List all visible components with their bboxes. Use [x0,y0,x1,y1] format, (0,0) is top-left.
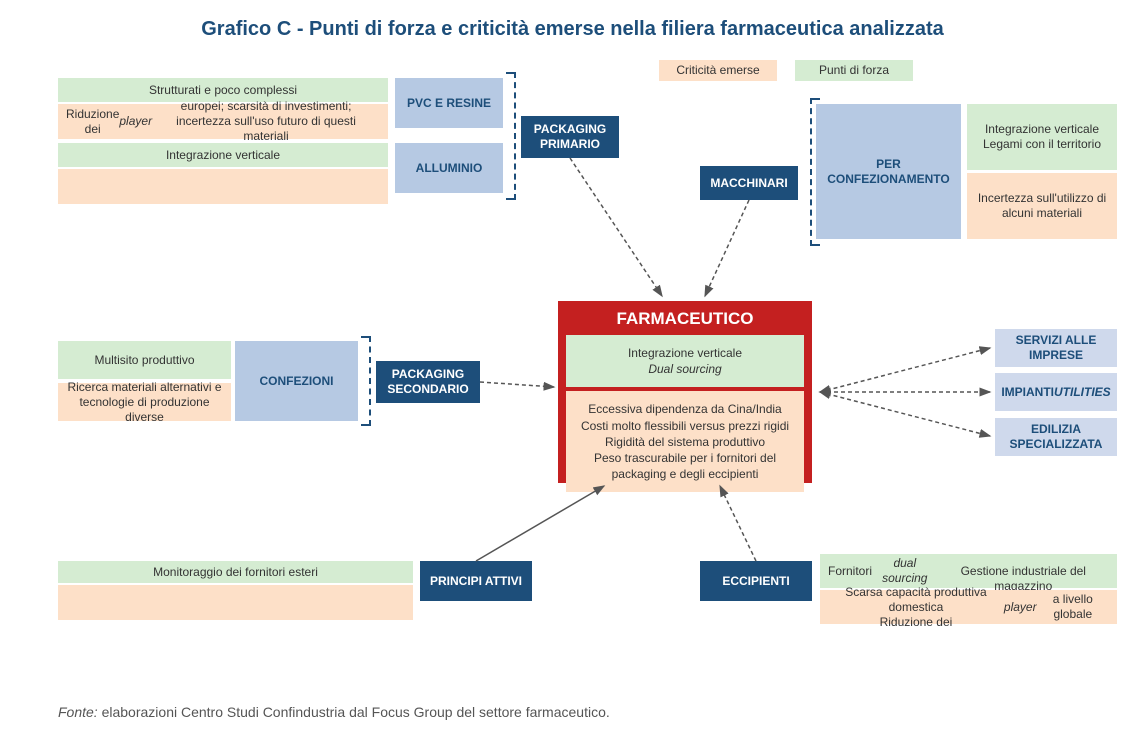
source-label: Fonte: [58,704,98,720]
legend-criticita: Criticità emerse [659,60,777,81]
bracket [361,336,371,426]
principi-strength: Monitoraggio dei fornitori esteri [58,561,413,583]
farmaceutico-title: FARMACEUTICO [566,309,804,329]
eccipienti-node: ECCIPIENTI [700,561,812,601]
confezioni-weak: Ricerca materiali alternativi e tecnolog… [58,383,231,421]
edilizia-node: EDILIZIASPECIALIZZATA [995,418,1117,456]
alluminio-node: ALLUMINIO [395,143,503,193]
source-line: Fonte: elaborazioni Centro Studi Confind… [58,704,610,720]
per-confezionamento-node: PERCONFEZIONAMENTO [816,104,961,239]
alluminio-weak [58,169,388,204]
source-text: elaborazioni Centro Studi Confindustria … [98,704,610,720]
confezioni-node: CONFEZIONI [235,341,358,421]
eccipienti-strength: Fornitori dual sourcingGestione industri… [820,554,1117,588]
principi-weak [58,585,413,620]
packaging-primario-node: PACKAGINGPRIMARIO [521,116,619,158]
principi-attivi-node: PRINCIPI ATTIVI [420,561,532,601]
perconf-strength: Integrazione verticaleLegami con il terr… [967,104,1117,170]
alluminio-strength: Integrazione verticale [58,143,388,167]
bracket [506,72,516,200]
pvc-resine-node: PVC E RESINE [395,78,503,128]
farmaceutico-strength: Integrazione verticaleDual sourcing [566,335,804,387]
bracket [810,98,820,246]
chart-title: Grafico C - Punti di forza e criticità e… [0,18,1145,41]
packaging-secondario-node: PACKAGINGSECONDARIO [376,361,480,403]
servizi-imprese-node: SERVIZI ALLEIMPRESE [995,329,1117,367]
eccipienti-weak: Scarsa capacità produttiva domesticaRidu… [820,590,1117,624]
farmaceutico-central: FARMACEUTICO Integrazione verticaleDual … [558,301,812,483]
legend-punti: Punti di forza [795,60,913,81]
macchinari-node: MACCHINARI [700,166,798,200]
pvc-weak: Riduzione dei player europei; scarsità d… [58,104,388,139]
perconf-weak: Incertezza sull'utilizzo di alcuni mater… [967,173,1117,239]
impianti-utilities-node: IMPIANTIUTILITIES [995,373,1117,411]
confezioni-strength: Multisito produttivo [58,341,231,379]
farmaceutico-weak: Eccessiva dipendenza da Cina/IndiaCosti … [566,391,804,492]
